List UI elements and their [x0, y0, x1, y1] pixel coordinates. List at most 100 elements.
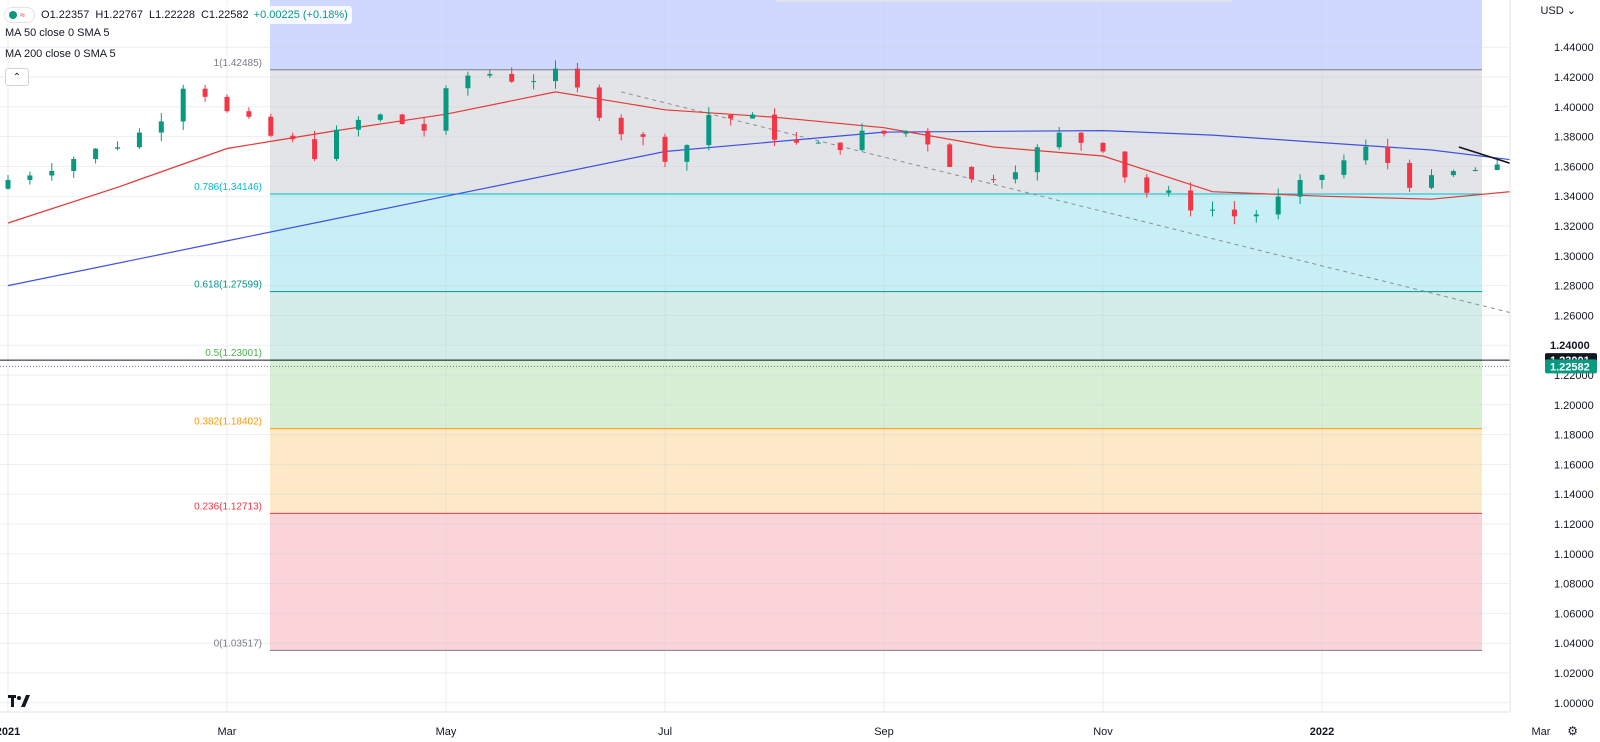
price-tick-0: 1.44000: [1554, 42, 1594, 54]
high-value: 1.22767: [103, 9, 144, 21]
candle: [268, 116, 274, 136]
candle: [991, 179, 996, 181]
candle: [1056, 132, 1062, 148]
candle: [465, 75, 471, 89]
candle: [881, 130, 887, 134]
candle: [1034, 147, 1040, 173]
symbol-status-pill[interactable]: ≈: [4, 7, 35, 23]
candle: [377, 114, 383, 120]
time-tick-4: Sep: [874, 726, 894, 738]
candle: [903, 130, 909, 134]
price-tick-3: 1.38000: [1554, 132, 1594, 144]
candle: [1363, 146, 1369, 161]
candle: [1253, 214, 1259, 217]
candle: [728, 115, 734, 119]
candle: [837, 142, 843, 151]
chevron-up-icon: ⌃: [12, 71, 22, 83]
candle: [443, 88, 449, 131]
candle: [1275, 196, 1281, 215]
candle: [290, 135, 296, 140]
candle: [1144, 177, 1150, 193]
fib-label-6: 0(1.03517): [214, 638, 262, 649]
candle: [1188, 190, 1194, 211]
close-value: 1.22582: [208, 9, 249, 21]
candle: [180, 88, 186, 122]
candle: [531, 81, 537, 83]
candle: [1231, 209, 1237, 217]
price-tick-21: 1.02000: [1554, 668, 1594, 680]
price-tick-19: 1.06000: [1554, 608, 1594, 620]
candle: [574, 68, 580, 88]
candle: [596, 87, 602, 118]
candle: [115, 147, 120, 149]
candle: [399, 114, 405, 125]
candle: [1407, 162, 1413, 188]
logo-icon: [8, 695, 30, 707]
candle: [509, 73, 515, 82]
price-tick-20: 1.04000: [1554, 638, 1594, 650]
price-tick-14: 1.16000: [1554, 459, 1594, 471]
market-open-dot-icon: [9, 11, 17, 19]
candle: [421, 124, 427, 131]
candle: [1429, 175, 1434, 188]
band-3: [270, 360, 1482, 429]
gear-icon[interactable]: ⚙: [1567, 724, 1578, 738]
price-tick-18: 1.08000: [1554, 579, 1594, 591]
candle: [1078, 132, 1084, 143]
candle: [224, 96, 230, 112]
fib-label-0: 1(1.42485): [214, 58, 262, 69]
candle: [640, 134, 646, 137]
candle: [706, 115, 712, 146]
price-tick-15: 1.14000: [1554, 489, 1594, 501]
price-tick-17: 1.10000: [1554, 549, 1594, 561]
candle: [1341, 160, 1347, 175]
time-tick-0: 2021: [0, 726, 20, 738]
time-tick-2: May: [436, 726, 457, 738]
candle: [1100, 142, 1106, 152]
grid-lines: [0, 0, 1542, 712]
candle: [312, 139, 318, 160]
fib-bands: [270, 0, 1482, 651]
candle: [925, 130, 931, 145]
change-value: +0.00225 (+0.18%): [253, 9, 348, 21]
time-tick-5: Nov: [1093, 726, 1113, 738]
band-1: [270, 194, 1482, 292]
price-tick-16: 1.12000: [1554, 519, 1594, 531]
currency-selector[interactable]: USD ⌄: [1540, 4, 1576, 17]
currency-label: USD: [1540, 5, 1564, 17]
candle: [662, 136, 668, 162]
tradingview-logo[interactable]: [8, 694, 32, 712]
price-tick-1: 1.42000: [1554, 72, 1594, 84]
time-tick-1: Mar: [218, 726, 237, 738]
price-tick-2: 1.40000: [1554, 102, 1594, 114]
ma200-legend[interactable]: MA 200 close 0 SMA 5: [5, 48, 119, 60]
collapse-legend-button[interactable]: ⌃: [5, 68, 29, 86]
candle: [772, 114, 777, 140]
candle: [1210, 209, 1215, 211]
top-panel-tab[interactable]: [776, 0, 1232, 2]
fib-label-2: 0.618(1.27599): [194, 280, 262, 291]
low-label: L: [149, 9, 156, 21]
candle: [1166, 190, 1172, 193]
candle: [1012, 172, 1018, 180]
candle: [5, 179, 11, 189]
candle: [1494, 164, 1500, 171]
ohlc-legend: ≈ O 1.22357 H 1.22767 L 1.22228 C 1.22582 +0…: [4, 6, 352, 24]
band-2: [270, 291, 1482, 361]
candle: [684, 145, 690, 162]
price-tick-22: 1.00000: [1554, 698, 1594, 710]
band-5: [270, 513, 1482, 651]
candle: [859, 130, 865, 151]
candle: [49, 170, 55, 176]
candle: [815, 142, 821, 144]
price-tick-9: 1.26000: [1554, 310, 1594, 322]
candle: [1297, 179, 1303, 197]
candle: [158, 121, 164, 133]
price-tag-label-2: 1.24000: [1550, 340, 1590, 352]
open-label: O: [41, 9, 50, 21]
fib-label-3: 0.5(1.23001): [205, 348, 262, 359]
time-tick-6: 2022: [1310, 726, 1334, 738]
ma50-legend[interactable]: MA 50 close 0 SMA 5: [5, 27, 113, 39]
time-axis[interactable]: 2021MarMayJulSepNov2022MarMayJulSepNov20…: [0, 711, 1600, 742]
